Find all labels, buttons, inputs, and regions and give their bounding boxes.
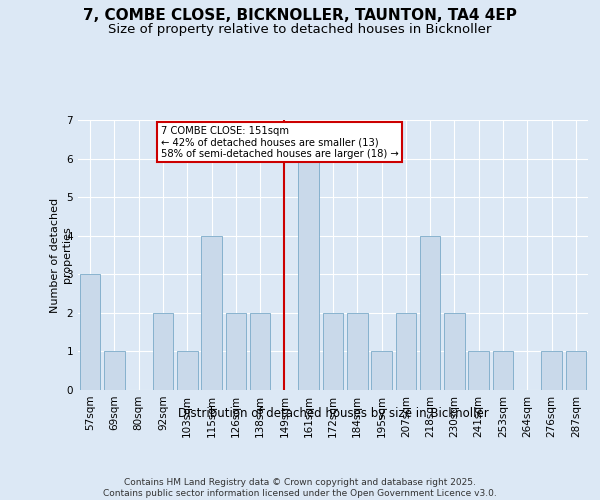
Text: Distribution of detached houses by size in Bicknoller: Distribution of detached houses by size … (178, 408, 488, 420)
Bar (420, 236, 440, 390)
Text: Contains HM Land Registry data © Crown copyright and database right 2025.
Contai: Contains HM Land Registry data © Crown c… (103, 478, 497, 498)
Bar (226, 313, 246, 390)
Bar (493, 352, 514, 390)
Bar (566, 352, 586, 390)
Bar (80, 274, 100, 390)
Text: Size of property relative to detached houses in Bicknoller: Size of property relative to detached ho… (109, 22, 491, 36)
Bar (395, 313, 416, 390)
Bar (298, 158, 319, 390)
Bar (469, 352, 489, 390)
Y-axis label: Number of detached
properties: Number of detached properties (50, 198, 72, 312)
Text: 7, COMBE CLOSE, BICKNOLLER, TAUNTON, TA4 4EP: 7, COMBE CLOSE, BICKNOLLER, TAUNTON, TA4… (83, 8, 517, 22)
Bar (177, 352, 197, 390)
Bar (250, 313, 271, 390)
Bar (444, 313, 465, 390)
Bar (371, 352, 392, 390)
Bar (104, 352, 125, 390)
Bar (323, 313, 343, 390)
Bar (201, 236, 222, 390)
Bar (347, 313, 368, 390)
Bar (152, 313, 173, 390)
Bar (541, 352, 562, 390)
Text: 7 COMBE CLOSE: 151sqm
← 42% of detached houses are smaller (13)
58% of semi-deta: 7 COMBE CLOSE: 151sqm ← 42% of detached … (161, 126, 398, 159)
